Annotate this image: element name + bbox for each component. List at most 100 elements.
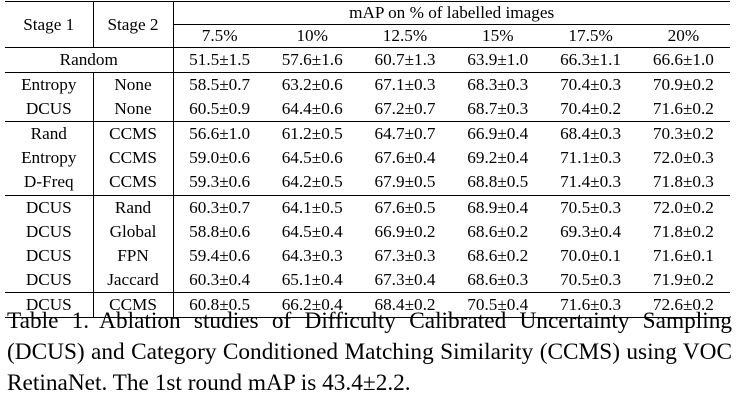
table-cell: 67.3±0.3 xyxy=(374,245,436,265)
table-cell: 70.4±0.3 xyxy=(544,72,637,98)
random-row: Random 51.5±1.5 57.6±1.6 60.7±1.3 63.9±1… xyxy=(5,46,730,73)
table-cell: 72.0±0.3 xyxy=(652,148,714,168)
table-cell: 63.2±0.6 xyxy=(265,72,359,98)
table-cell: 64.3±0.3 xyxy=(281,245,343,265)
table-cell: 67.3±0.4 xyxy=(374,269,436,289)
table-row: Rand CCMS 56.6±1.0 61.2±0.5 64.7±0.7 66.9±0.4… xyxy=(5,121,730,147)
table-cell: 71.4±0.3 xyxy=(560,172,622,192)
table-cell: 64.5±0.6 xyxy=(281,148,343,168)
stage1-cell: DCUS xyxy=(5,194,93,220)
table-cell: 58.5±0.7 xyxy=(172,72,266,98)
table-cell: 57.6±1.6 xyxy=(265,46,359,73)
table-caption: Table 1. Ablation studies of Difficulty C… xyxy=(7,306,732,399)
table-cell: 66.3±1.1 xyxy=(544,46,637,73)
table-cell: 67.6±0.4 xyxy=(374,148,436,168)
table-cell: 67.9±0.5 xyxy=(374,172,436,192)
table-cell: 67.6±0.5 xyxy=(358,194,452,220)
table-cell: 64.5±0.4 xyxy=(281,221,343,241)
table-cell: 64.4±0.6 xyxy=(281,99,343,119)
stage2-cell: CCMS xyxy=(92,291,173,319)
stage2-cell: FPN xyxy=(92,243,173,268)
table-row: DCUS FPN 59.4±0.6 64.3±0.3 67.3±0.3 68.6±0.2 7… xyxy=(5,243,730,268)
table-cell: 72.6±0.2 xyxy=(636,291,730,319)
table-row: Entropy CCMS 59.0±0.6 64.5±0.6 67.6±0.4 69.2±… xyxy=(5,146,730,171)
table-cell: 58.8±0.6 xyxy=(172,219,266,244)
table-cell: 70.5±0.3 xyxy=(544,194,637,220)
table-cell: 64.7±0.7 xyxy=(358,121,452,147)
table-cell: 70.5±0.4 xyxy=(451,291,545,319)
table-cell: 66.6±1.0 xyxy=(636,46,730,73)
table-cell: 71.1±0.3 xyxy=(560,148,622,168)
stage1-cell: Entropy xyxy=(21,148,77,168)
table-cell: 60.7±1.3 xyxy=(358,46,452,73)
header-percent: 15% xyxy=(482,26,514,45)
table-row: DCUS Rand 60.3±0.7 64.1±0.5 67.6±0.5 68.9±0.4… xyxy=(5,194,730,220)
table-cell: 67.1±0.3 xyxy=(358,72,452,98)
stage2-cell: Jaccard xyxy=(92,267,173,293)
stage2-cell: None xyxy=(92,97,173,122)
table-cell: 64.2±0.5 xyxy=(281,172,343,192)
table-cell: 64.1±0.5 xyxy=(265,194,359,220)
table-cell: 72.0±0.2 xyxy=(636,194,730,220)
table-row: DCUS None 60.5±0.9 64.4±0.6 67.2±0.7 68.7±0.3… xyxy=(5,97,730,122)
table-cell: 71.6±0.2 xyxy=(652,99,714,119)
stage2-cell: CCMS xyxy=(92,121,173,147)
stage2-cell: None xyxy=(92,72,173,98)
table-cell: 71.8±0.3 xyxy=(652,172,714,192)
table-cell: 59.3±0.6 xyxy=(172,170,266,196)
table-cell: 68.6±0.2 xyxy=(467,221,529,241)
caption-text: Ablation studies of Difficulty Calibrate… xyxy=(7,308,732,396)
stage2-cell: Global xyxy=(92,219,173,244)
table-cell: 71.8±0.2 xyxy=(652,221,714,241)
table-cell: 68.6±0.2 xyxy=(467,245,529,265)
table-cell: 61.2±0.5 xyxy=(265,121,359,147)
table-cell: 66.2±0.4 xyxy=(265,291,359,319)
table-cell: 70.0±0.1 xyxy=(560,245,622,265)
table-cell: 67.2±0.7 xyxy=(374,99,436,119)
table-cell: 70.4±0.2 xyxy=(560,99,622,119)
table-row: DCUS Global 58.8±0.6 64.5±0.4 66.9±0.2 68.6±0… xyxy=(5,219,730,244)
table-cell: 68.4±0.2 xyxy=(358,291,452,319)
table-row: DCUS Jaccard 60.3±0.4 65.1±0.4 67.3±0.4 68.6±… xyxy=(5,267,730,293)
table-cell: 63.9±1.0 xyxy=(451,46,545,73)
table-cell: 51.5±1.5 xyxy=(172,46,266,73)
table-cell: 56.6±1.0 xyxy=(172,121,266,147)
header-row-1: Stage 1 Stage 2 mAP on % of labelled ima… xyxy=(5,1,730,48)
header-percent: 20% xyxy=(667,26,700,45)
table-cell: 66.9±0.2 xyxy=(374,221,436,241)
stage1-cell: Rand xyxy=(5,121,93,147)
table-cell: 66.9±0.4 xyxy=(451,121,545,147)
table-cell: 60.3±0.7 xyxy=(172,194,266,220)
stage1-cell: DCUS xyxy=(25,99,72,119)
table-cell: 68.7±0.3 xyxy=(467,99,529,119)
table-cell: 70.9±0.2 xyxy=(636,72,730,98)
table-cell: 71.6±0.1 xyxy=(652,245,714,265)
table-cell: 60.3±0.4 xyxy=(172,267,266,293)
table-cell: 69.3±0.4 xyxy=(560,221,622,241)
table-cell: 60.5±0.9 xyxy=(172,97,266,122)
header-percent: 7.5% xyxy=(172,24,266,48)
table-cell: 69.2±0.4 xyxy=(467,148,529,168)
table-cell: 71.9±0.2 xyxy=(652,269,714,289)
table-row: Entropy None 58.5±0.7 63.2±0.6 67.1±0.3 68.3±… xyxy=(5,72,730,98)
stage2-cell: Rand xyxy=(92,194,173,220)
header-stage1: Stage 1 xyxy=(5,1,93,48)
table-row: DCUS CCMS 60.8±0.5 66.2±0.4 68.4±0.2 70.5±0.4… xyxy=(5,291,730,319)
stage2-cell: CCMS xyxy=(92,146,173,171)
table-cell: 65.1±0.4 xyxy=(281,269,343,289)
header-percent: 12.5% xyxy=(382,26,428,45)
caption-label: Table 1. xyxy=(7,308,90,334)
table-cell: 68.3±0.3 xyxy=(451,72,545,98)
table-cell: 68.9±0.4 xyxy=(451,194,545,220)
table-cell: 59.4±0.6 xyxy=(172,243,266,268)
header-percent: 17.5% xyxy=(568,26,613,45)
stage1-cell: DCUS xyxy=(25,269,72,289)
stage1-cell: D-Freq xyxy=(23,172,74,192)
header-map-group: mAP on % of labelled images xyxy=(172,1,730,25)
table-cell: 70.5±0.3 xyxy=(560,269,622,289)
stage1-cell: DCUS xyxy=(5,291,93,319)
ablation-table: Stage 1 Stage 2 mAP on % of labelled ima… xyxy=(5,1,730,319)
header-stage2: Stage 2 xyxy=(92,1,173,48)
header-row-2: 7.5% 10% 12.5% 15% 17.5% 20% xyxy=(5,24,730,48)
